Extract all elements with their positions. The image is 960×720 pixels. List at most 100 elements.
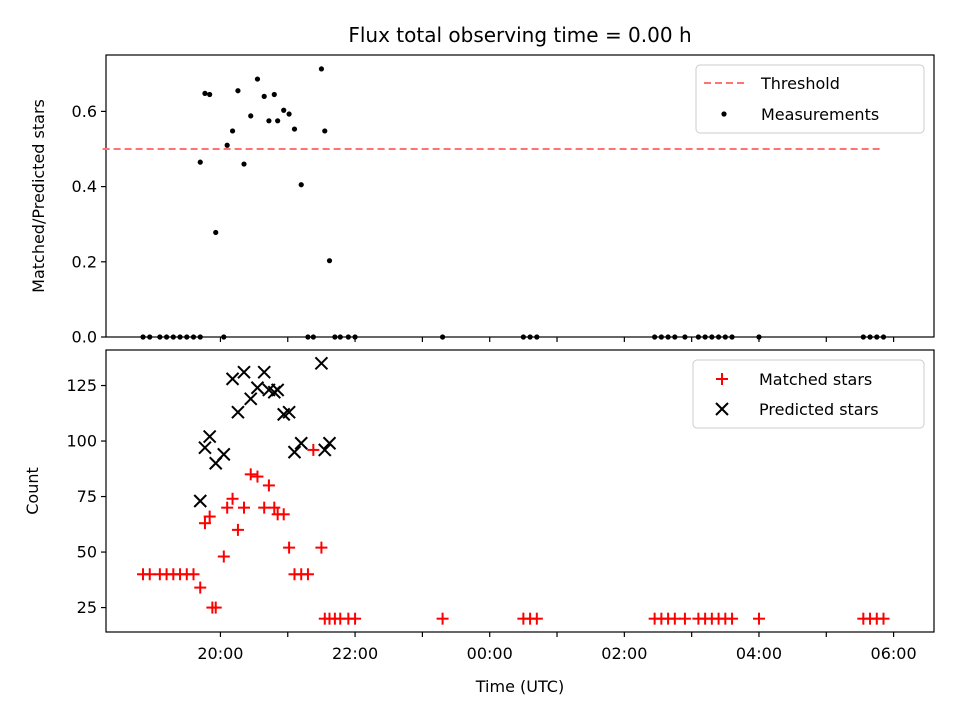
measurement-point	[520, 334, 526, 340]
ratio-y-axis: 0.0 0.2 0.4 0.6	[72, 102, 106, 347]
count-legend-box	[692, 359, 925, 429]
ratio-y-axis-label: Matched/Predicted stars	[29, 99, 48, 293]
matched-point	[187, 568, 200, 581]
measurement-point	[709, 334, 715, 340]
measurement-point	[682, 334, 688, 340]
ratio-legend: Threshold Measurements	[695, 64, 925, 134]
matched-point	[678, 612, 691, 625]
measurement-point	[254, 76, 261, 82]
predicted-point	[322, 436, 337, 450]
matched-point	[194, 581, 207, 594]
matched-legend-swatch	[716, 373, 728, 385]
matched-point	[203, 510, 216, 523]
measurement-point	[190, 334, 197, 340]
measurement-point	[527, 334, 533, 340]
measurement-point	[702, 334, 708, 340]
count-y-axis: 25 50 75 100 125	[66, 376, 106, 617]
measurement-point	[221, 334, 227, 340]
ratio-panel: 0.0 0.2 0.4 0.6 Matched/Predicted stars Thr…	[29, 54, 935, 347]
measurement-point	[318, 66, 325, 72]
time-x-tick-label: 22:00	[332, 644, 378, 663]
measurement-point	[715, 334, 722, 340]
count-legend: Matched stars Predicted stars	[692, 359, 925, 429]
measurement-point	[157, 334, 163, 340]
measurement-point	[332, 334, 338, 340]
measurement-point	[665, 334, 671, 340]
measurement-point	[534, 334, 540, 340]
matched-stars-series	[137, 443, 890, 625]
measurement-point	[439, 334, 446, 340]
count-y-axis-label: Count	[23, 467, 42, 515]
measurement-point	[281, 107, 287, 113]
measurement-point	[672, 334, 678, 340]
ratio-y-tick-label: 0.4	[72, 177, 97, 196]
measurement-point	[170, 334, 176, 340]
matched-point	[143, 568, 156, 581]
predicted-point	[231, 405, 245, 419]
measurement-point	[229, 128, 236, 134]
matched-point	[244, 468, 257, 481]
matched-point	[726, 612, 739, 625]
matched-point	[436, 612, 449, 625]
measurement-point	[345, 334, 351, 340]
count-y-tick-label: 75	[77, 487, 97, 506]
measurement-point	[310, 334, 316, 340]
predicted-point	[257, 365, 271, 379]
measurements-series	[140, 66, 887, 340]
ratio-y-tick-label: 0.0	[72, 328, 97, 347]
matched-point	[209, 601, 222, 614]
measurement-point	[197, 159, 203, 165]
predicted-point	[225, 372, 240, 386]
measurement-point	[867, 334, 873, 340]
measurement-point	[271, 91, 277, 98]
predicted-legend-label: Predicted stars	[759, 400, 879, 419]
ratio-axes-frame	[105, 54, 935, 338]
measurement-point	[177, 334, 183, 340]
measurement-point	[140, 334, 146, 340]
count-y-tick-label: 50	[77, 543, 97, 562]
matched-legend-label: Matched stars	[759, 370, 872, 389]
matched-point	[752, 612, 765, 625]
predicted-point	[244, 392, 258, 406]
predicted-point	[217, 447, 231, 462]
matched-point	[268, 501, 281, 514]
measurement-point	[291, 126, 298, 132]
measurement-point	[207, 91, 213, 98]
ratio-x-ticks	[219, 337, 895, 342]
threshold-legend-label: Threshold	[760, 74, 840, 93]
ratio-y-tick-label: 0.6	[72, 102, 97, 121]
measurement-point	[147, 334, 153, 340]
measurement-point	[874, 334, 880, 340]
matched-point	[251, 470, 264, 483]
matched-point	[262, 479, 275, 492]
time-x-tick-label: 06:00	[871, 644, 917, 663]
measurements-legend-swatch	[721, 111, 727, 117]
predicted-point	[318, 443, 332, 457]
matched-point	[315, 541, 328, 554]
predicted-point	[193, 494, 207, 508]
measurement-point	[722, 334, 728, 340]
measurement-point	[652, 334, 658, 340]
measurement-point	[658, 334, 664, 340]
time-x-tick-label: 00:00	[467, 644, 513, 663]
measurement-point	[305, 334, 311, 340]
matched-point	[877, 612, 890, 625]
predicted-point	[198, 440, 212, 455]
measurement-point	[184, 334, 190, 340]
matched-point	[301, 568, 314, 581]
measurement-point	[213, 229, 219, 236]
measurement-point	[298, 182, 304, 188]
matched-point	[530, 612, 543, 625]
predicted-point	[202, 429, 217, 444]
measurement-point	[337, 334, 343, 340]
predicted-legend-swatch	[715, 402, 729, 416]
measurement-point	[695, 334, 701, 340]
matched-point	[226, 492, 239, 505]
measurement-point	[248, 113, 254, 119]
time-x-tick-label: 04:00	[736, 644, 782, 663]
measurement-point	[235, 88, 241, 94]
measurement-point	[202, 90, 208, 96]
measurement-point	[286, 111, 292, 117]
measurement-point	[261, 93, 267, 99]
